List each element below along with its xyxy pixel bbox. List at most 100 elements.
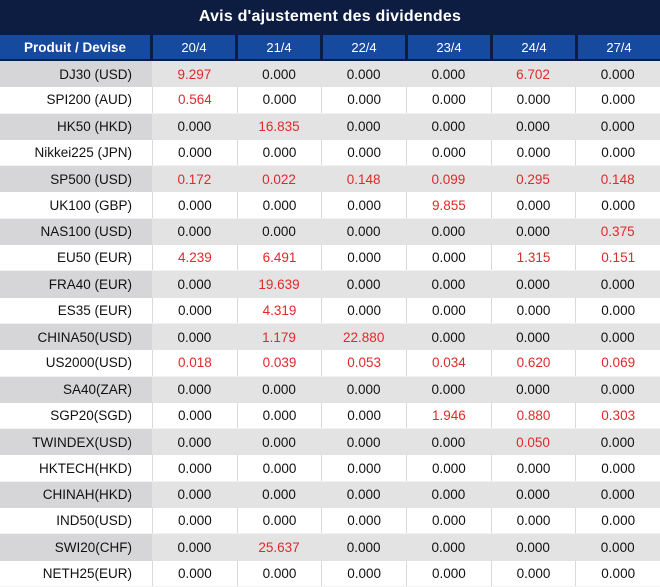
product-cell: HK50 (HKD): [0, 113, 152, 140]
value-cell: 0.018: [152, 350, 237, 376]
value-cell: 0.000: [346, 487, 381, 503]
date-header-cell: 24/4: [493, 35, 575, 59]
value-cell: 0.000: [177, 277, 212, 293]
value-cell: 0.000: [406, 87, 491, 113]
value-cell: 0.000: [600, 66, 635, 82]
value-cell: 0.034: [406, 350, 491, 376]
value-cell: 1.179: [262, 329, 296, 345]
value-cell: 1.315: [490, 245, 576, 271]
value-cell: 0.000: [236, 192, 322, 218]
value-cell: 0.000: [406, 139, 491, 166]
value-cell: 0.000: [600, 329, 635, 345]
value-cell: 0.000: [431, 277, 466, 293]
value-cell: 0.000: [406, 508, 491, 534]
value-cell: 0.564: [152, 87, 237, 113]
value-cell: 0.000: [346, 224, 381, 240]
table-row: CHINA50(USD) 0.000 1.179 22.880 0.000 0.000 0.…: [0, 323, 660, 351]
page-title: Avis d'ajustement des dividendes: [198, 7, 462, 25]
value-cell: 0.000: [575, 87, 660, 113]
value-cell: 0.000: [236, 455, 322, 481]
table-row: CHINAH(HKD) 0.000 0.000 0.000 0.000 0.000 0.00…: [0, 481, 660, 509]
value-cell: 0.000: [575, 455, 660, 481]
value-cell: 0.000: [236, 508, 322, 534]
value-cell: 0.000: [152, 297, 237, 323]
value-cell: 0.000: [262, 382, 296, 398]
value-cell: 0.000: [346, 66, 381, 82]
table-body: DJ30 (USD) 9.297 0.000 0.000 0.000 6.702 0.000…: [0, 61, 660, 587]
product-cell: IND50(USD): [56, 513, 132, 529]
value-cell: 0.053: [321, 350, 406, 376]
date-header-cell: 27/4: [578, 35, 660, 59]
product-cell: FRA40 (EUR): [0, 271, 152, 298]
value-cell: 0.000: [177, 224, 212, 240]
value-cell: 22.880: [343, 329, 385, 345]
value-cell: 9.297: [177, 66, 212, 82]
product-cell: HKTECH(HKD): [39, 460, 132, 476]
product-cell: US2000(USD): [45, 355, 132, 371]
value-cell: 0.000: [406, 297, 491, 323]
product-cell: SP500 (USD): [0, 166, 152, 193]
value-cell: 0.000: [321, 560, 406, 586]
date-header-cell: 22/4: [323, 35, 405, 59]
table-row: IND50(USD) 0.000 0.000 0.000 0.000 0.000 0.000: [0, 508, 660, 535]
product-cell: CHINA50(USD): [0, 323, 152, 351]
value-cell: 0.000: [346, 119, 381, 135]
table-row: ES35 (EUR) 0.000 4.319 0.000 0.000 0.000 0.000: [0, 297, 660, 324]
title-bar: Avis d'ajustement des dividendes: [0, 0, 660, 33]
table-row: SWI20(CHF) 0.000 25.637 0.000 0.000 0.000 0.00…: [0, 534, 660, 561]
product-cell: TWINDEX(USD): [0, 429, 152, 456]
value-cell: 0.000: [431, 329, 466, 345]
value-cell: 0.000: [600, 539, 635, 555]
value-cell: 0.000: [262, 224, 296, 240]
table-row: EU50 (EUR) 4.239 6.491 0.000 0.000 1.315 0.151: [0, 245, 660, 272]
value-cell: 0.000: [346, 539, 381, 555]
product-cell: EU50 (EUR): [56, 250, 132, 266]
product-header-cell: Produit / Devise: [0, 35, 150, 59]
value-cell: 25.637: [258, 539, 300, 555]
value-cell: 4.319: [236, 297, 322, 323]
value-cell: 0.303: [575, 402, 660, 429]
header-row: Produit / Devise 20/4 21/4 22/4 23/4 24/4 27/…: [0, 33, 660, 61]
value-cell: 0.000: [431, 539, 466, 555]
value-cell: 0.000: [575, 192, 660, 218]
table-row: HKTECH(HKD) 0.000 0.000 0.000 0.000 0.000 0.00…: [0, 455, 660, 482]
value-cell: 0.000: [236, 560, 322, 586]
value-cell: 0.000: [152, 192, 237, 218]
value-cell: 0.000: [516, 329, 550, 345]
value-cell: 0.000: [406, 560, 491, 586]
table-row: NAS100 (USD) 0.000 0.000 0.000 0.000 0.000 0.3…: [0, 218, 660, 246]
value-cell: 0.000: [321, 508, 406, 534]
table-row: DJ30 (USD) 9.297 0.000 0.000 0.000 6.702 0.000: [0, 61, 660, 88]
product-cell: UK100 (GBP): [49, 197, 132, 213]
value-cell: 0.000: [262, 66, 296, 82]
value-cell: 0.148: [346, 171, 381, 187]
table-row: SP500 (USD) 0.172 0.022 0.148 0.099 0.295 0.14…: [0, 166, 660, 193]
value-cell: 0.000: [152, 402, 237, 429]
value-cell: 0.000: [490, 192, 576, 218]
value-cell: 0.000: [431, 382, 466, 398]
value-cell: 0.000: [516, 487, 550, 503]
table-row: FRA40 (EUR) 0.000 19.639 0.000 0.000 0.000 0.0…: [0, 271, 660, 298]
value-cell: 0.000: [152, 455, 237, 481]
value-cell: 0.022: [262, 171, 296, 187]
value-cell: 0.620: [490, 350, 576, 376]
table-row: US2000(USD) 0.018 0.039 0.053 0.034 0.620 0.06…: [0, 350, 660, 377]
value-cell: 0.151: [575, 245, 660, 271]
product-cell: Nikkei225 (JPN): [34, 145, 132, 161]
value-cell: 0.880: [490, 402, 576, 429]
product-cell: CHINAH(HKD): [0, 481, 152, 509]
product-cell: NAS100 (USD): [0, 218, 152, 246]
value-cell: 0.000: [600, 277, 635, 293]
value-cell: 0.000: [321, 139, 406, 166]
value-cell: 0.050: [516, 434, 550, 450]
value-cell: 0.099: [431, 171, 466, 187]
value-cell: 6.491: [236, 245, 322, 271]
product-cell: ES35 (EUR): [57, 302, 132, 318]
value-cell: 0.000: [346, 277, 381, 293]
value-cell: 0.148: [600, 171, 635, 187]
date-header-cell: 21/4: [238, 35, 320, 59]
value-cell: 4.239: [152, 245, 237, 271]
value-cell: 0.172: [177, 171, 212, 187]
value-cell: 0.000: [431, 434, 466, 450]
value-cell: 0.000: [152, 508, 237, 534]
